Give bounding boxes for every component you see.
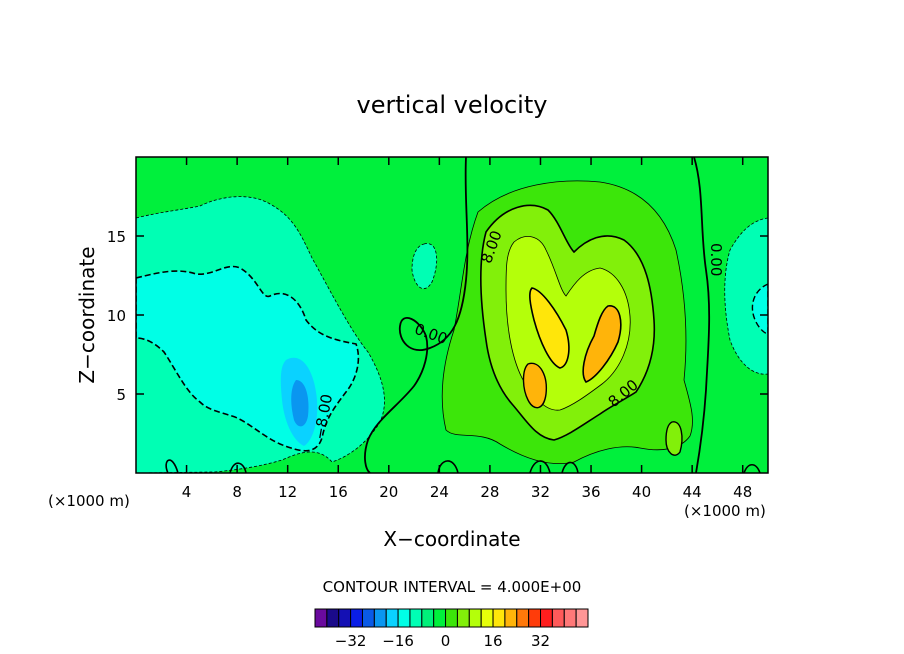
colorbar-tick-label: 16 <box>483 632 502 650</box>
x-tick-label: 24 <box>430 483 449 501</box>
x-unit-right: (×1000 m) <box>684 502 766 520</box>
x-tick-label: 36 <box>581 483 600 501</box>
colorbar-swatch <box>421 608 435 628</box>
colorbar-swatch <box>456 608 470 628</box>
plot-area: 8.00 0.000.00−8.00 8.00 <box>136 157 768 473</box>
colorbar-swatch <box>361 608 375 628</box>
contour-line-zero-c <box>165 459 761 473</box>
contour-fill-pos4-small <box>665 421 683 456</box>
x-tick-label: 28 <box>480 483 499 501</box>
x-tick-label: 16 <box>329 483 348 501</box>
colorbar-swatch <box>445 608 458 628</box>
contour-label: 0.00 <box>707 243 725 276</box>
colorbar-swatch <box>385 608 399 628</box>
colorbar-swatch <box>326 608 340 628</box>
colorbar-tick-label: −16 <box>382 632 414 650</box>
colorbar-swatch <box>397 608 411 628</box>
contour-fill-pos16-b <box>582 305 622 383</box>
y-tick-label: 10 <box>107 307 126 325</box>
colorbar-tick-label: 0 <box>441 632 451 650</box>
colorbar-swatch <box>528 608 542 628</box>
contour-fills <box>136 157 768 473</box>
colorbar-swatch <box>338 608 352 628</box>
colorbar-swatch <box>504 608 518 628</box>
contour-line-zero-b <box>693 157 711 473</box>
contour-fill-pos16-c <box>522 362 547 409</box>
y-tick-label: 15 <box>107 228 126 246</box>
x-tick-label: 40 <box>632 483 651 501</box>
colorbar-swatch <box>551 608 565 628</box>
chart-title: vertical velocity <box>357 91 548 119</box>
colorbar-swatch <box>433 608 447 628</box>
contour-fill-neg8-right <box>751 283 768 335</box>
contour-fill-neg4-right <box>724 217 768 375</box>
colorbar-swatch <box>563 608 577 628</box>
contour-fill-pos16-a <box>529 287 570 369</box>
y-axis-label: Z−coordinate <box>75 246 99 383</box>
contour-line-zero-a <box>364 157 469 473</box>
x-tick-label: 20 <box>379 483 398 501</box>
colorbar-swatch <box>540 608 553 628</box>
colorbar-swatch <box>516 608 530 628</box>
colorbar-swatch <box>468 608 482 628</box>
x-axis: 4 8 12 16 20 24 28 32 36 40 44 48 <box>182 157 752 501</box>
colorbar: −32 −16 0 16 32 <box>314 608 589 650</box>
x-tick-label: 12 <box>278 483 297 501</box>
colorbar-swatch <box>373 608 387 628</box>
x-tick-label: 32 <box>531 483 550 501</box>
contour-interval-text: CONTOUR INTERVAL = 4.000E+00 <box>323 578 582 596</box>
x-axis-label: X−coordinate <box>383 527 520 551</box>
x-unit-left: (×1000 m) <box>48 492 130 510</box>
colorbar-swatch <box>314 608 328 628</box>
x-tick-label: 8 <box>232 483 242 501</box>
colorbar-swatch <box>409 608 423 628</box>
y-tick-label: 5 <box>116 386 126 404</box>
x-tick-label: 44 <box>683 483 702 501</box>
x-tick-label: 48 <box>733 483 752 501</box>
y-axis: 5 10 15 <box>107 228 768 404</box>
contour-fill-neg4-mid <box>411 243 438 289</box>
colorbar-tick-label: −32 <box>335 632 367 650</box>
colorbar-tick-label: 32 <box>531 632 550 650</box>
colorbar-swatch <box>350 608 363 628</box>
contour-fill-neg16 <box>291 380 309 427</box>
x-tick-label: 4 <box>182 483 192 501</box>
colorbar-swatch <box>575 608 589 628</box>
colorbar-swatch <box>492 608 506 628</box>
colorbar-swatch <box>480 608 494 628</box>
